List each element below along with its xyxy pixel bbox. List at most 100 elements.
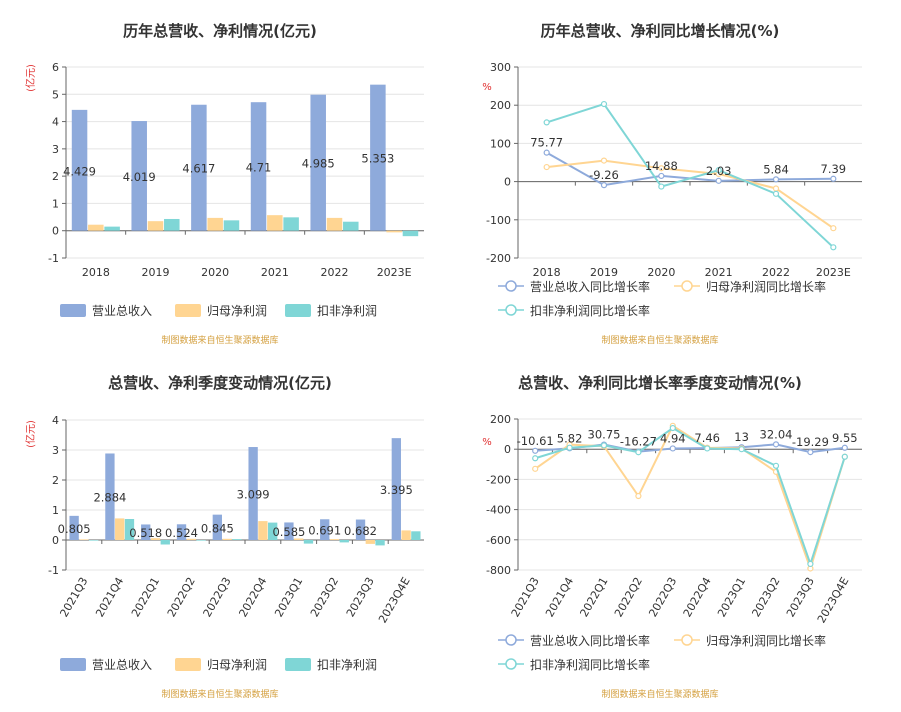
chart-title: 历年总营收、净利情况(亿元) [123, 22, 317, 40]
y-tick-label: 300 [490, 61, 511, 74]
data-point [600, 157, 608, 164]
bar-net-profit [329, 539, 340, 540]
data-point [658, 172, 665, 180]
data-label: -19.29 [792, 435, 829, 449]
y-unit-label: (亿元) [24, 420, 37, 448]
data-point [738, 446, 745, 453]
x-tick-label: 2021Q3 [509, 575, 542, 619]
data-label: 32.04 [760, 427, 793, 441]
bar-net-profit [88, 224, 104, 231]
bar-net-profit [222, 538, 232, 540]
x-tick-label: 2020 [201, 266, 229, 279]
chart-1: 历年总营收、净利情况(亿元) (亿元) -1 0 1 2 3 4 5 6 2018 2019 2020 2… [24, 22, 424, 346]
x-tick-label: 2022Q3 [201, 575, 234, 619]
y-tick-label: 4 [52, 414, 59, 427]
data-point [658, 183, 665, 190]
source-note: 制图数据来自恒生聚源数据库 [161, 688, 278, 700]
data-label: 4.429 [63, 164, 96, 178]
legend-label: 扣非净利润 [317, 304, 377, 318]
legend-swatch [175, 304, 201, 317]
x-tick-label: 2022Q4 [681, 575, 714, 619]
legend-swatch [60, 658, 86, 671]
y-tick-label: -400 [486, 504, 511, 517]
data-point [532, 447, 539, 454]
data-point [830, 175, 837, 182]
data-label: 3.395 [380, 483, 413, 497]
bar-net-profit [79, 539, 89, 540]
bar-deducted-profit [104, 226, 120, 231]
x-tick-label: 2022 [762, 266, 790, 279]
bar-deducted-profit [223, 220, 240, 231]
legend-marker [681, 634, 693, 646]
data-point [669, 445, 676, 452]
data-label: -10.61 [517, 434, 554, 448]
data-label: 2.03 [706, 164, 732, 178]
y-tick-label: -1 [48, 252, 59, 265]
data-label: -16.27 [620, 435, 657, 449]
y-tick-label: 5 [52, 88, 59, 101]
bar-deducted-profit [402, 230, 419, 237]
x-tick-label: 2023Q3 [344, 575, 377, 619]
data-point [532, 465, 539, 472]
bar-revenue [69, 515, 79, 540]
bar-revenue [284, 522, 294, 540]
chart-2: 历年总营收、净利同比增长情况(%)% -200 -100 0 100 200 300 2018… [482, 22, 862, 346]
bar-revenue [131, 121, 147, 231]
x-tick-label: 2022Q2 [165, 575, 198, 619]
bar-deducted-profit [339, 540, 349, 543]
x-tick-label: 2022 [321, 266, 349, 279]
data-label: 5.84 [763, 162, 789, 176]
bar-revenue [141, 524, 151, 540]
bar-net-profit [365, 540, 375, 544]
bar-net-profit [258, 521, 268, 540]
data-label: 13 [734, 430, 749, 444]
y-tick-label: 0 [52, 534, 59, 547]
y-tick-label: -1 [48, 564, 59, 577]
y-tick-label: -200 [486, 252, 511, 265]
legend-label: 归母净利润 [207, 658, 267, 672]
data-point [669, 424, 676, 432]
legend-label: 归母净利润同比增长率 [706, 633, 826, 648]
legend-swatch [285, 304, 311, 317]
legend-marker [505, 304, 517, 316]
x-tick-label: 2021 [261, 266, 289, 279]
data-point [715, 167, 722, 174]
data-label: 0.805 [58, 522, 91, 536]
x-tick-label: 2020 [647, 266, 675, 279]
y-tick-label: 4 [52, 116, 59, 129]
data-label: 2.884 [93, 491, 126, 505]
y-tick-label: 1 [52, 197, 59, 210]
bar-revenue [250, 102, 267, 231]
bar-deducted-profit [303, 540, 314, 544]
x-tick-label: 2021Q3 [57, 575, 90, 619]
legend-label: 营业总收入 [92, 304, 152, 318]
x-tick-label: 2019 [590, 266, 618, 279]
y-tick-label: 3 [52, 143, 59, 156]
chart-4: 总营收、净利同比增长率季度变动情况(%)% -800 -600 -400 -200 0 20… [482, 374, 862, 700]
bar-deducted-profit [89, 540, 99, 541]
bar-deducted-profit [283, 217, 299, 231]
bar-revenue [191, 104, 207, 231]
y-tick-label: -200 [486, 473, 511, 486]
x-tick-label: 2022Q3 [646, 575, 679, 619]
bar-deducted-profit [196, 540, 206, 541]
legend-label: 营业总收入同比增长率 [530, 633, 650, 648]
data-point [600, 100, 608, 108]
data-point [658, 165, 665, 172]
bar-revenue [248, 447, 258, 540]
bar-deducted-profit [411, 531, 421, 540]
data-label: 4.019 [123, 170, 156, 184]
x-tick-label: 2023Q2 [750, 575, 783, 619]
legend-swatch [175, 658, 201, 671]
bar-revenue [212, 514, 222, 540]
y-unit-label: (亿元) [24, 64, 37, 92]
data-point [715, 177, 722, 184]
data-point [543, 149, 550, 156]
bar-net-profit [207, 217, 223, 231]
data-label: -9.26 [589, 168, 619, 182]
legend-label: 扣非净利润 [317, 658, 377, 672]
bar-net-profit [401, 530, 411, 540]
y-tick-label: 1 [52, 504, 59, 517]
x-tick-label: 2022Q4 [236, 575, 269, 619]
